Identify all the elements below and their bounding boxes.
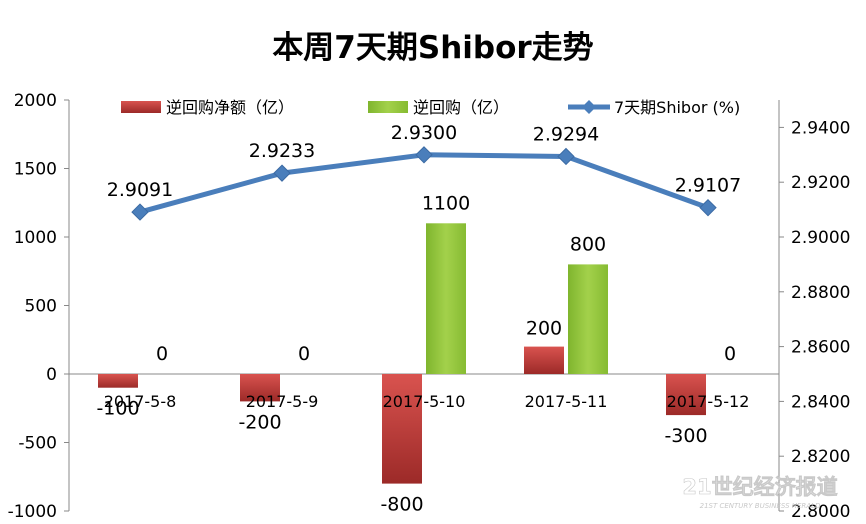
legend-label-net: 逆回购净额（亿） bbox=[166, 98, 294, 117]
net-data-label: 200 bbox=[526, 318, 562, 340]
category-label: 2017-5-8 bbox=[104, 392, 177, 411]
legend-marker-shibor bbox=[582, 100, 596, 114]
right-tick-label: 2.9200 bbox=[791, 173, 850, 193]
net-data-label: -100 bbox=[96, 398, 139, 420]
left-tick-label: 500 bbox=[25, 297, 57, 317]
net-repo-bar bbox=[240, 374, 280, 402]
category-label: 2017-5-9 bbox=[246, 392, 319, 411]
shibor-data-label: 2.9107 bbox=[675, 175, 741, 197]
right-tick-label: 2.9000 bbox=[791, 228, 850, 248]
net-data-label: -800 bbox=[380, 494, 423, 516]
net-repo-bar bbox=[666, 374, 706, 416]
legend: 逆回购净额（亿） 逆回购（亿） 7天期Shibor (%) bbox=[121, 98, 740, 117]
net-repo-bar bbox=[382, 374, 422, 484]
right-tick-label: 2.8600 bbox=[791, 338, 850, 358]
net-data-label: -200 bbox=[238, 411, 281, 433]
right-tick-label: 2.9400 bbox=[791, 118, 850, 138]
left-tick-label: 0 bbox=[46, 365, 57, 385]
right-tick-label: 2.8800 bbox=[791, 283, 850, 303]
right-tick-label: 2.8200 bbox=[791, 447, 850, 467]
right-tick-label: 2.8000 bbox=[791, 502, 850, 522]
shibor-marker bbox=[273, 164, 291, 182]
category-label: 2017-5-11 bbox=[525, 392, 608, 411]
repo-data-label: 800 bbox=[570, 233, 606, 255]
left-tick-label: -500 bbox=[18, 434, 57, 454]
legend-label-repo: 逆回购（亿） bbox=[413, 98, 509, 117]
shibor-marker bbox=[557, 147, 575, 166]
legend-swatch-repo bbox=[368, 101, 408, 113]
shibor-data-label: 2.9091 bbox=[107, 179, 173, 201]
watermark-main: 21世纪经济报道 bbox=[682, 475, 837, 499]
repo-data-label: 0 bbox=[298, 343, 310, 365]
shibor-marker bbox=[131, 203, 149, 221]
left-tick-label: 2000 bbox=[14, 91, 57, 111]
repo-data-label: 0 bbox=[156, 343, 168, 365]
right-tick-label: 2.8400 bbox=[791, 392, 850, 412]
left-tick-label: -1000 bbox=[8, 502, 57, 522]
watermark: 21世纪经济报道 21ST CENTURY BUSINESS HERALD bbox=[682, 475, 838, 510]
legend-swatch-net bbox=[121, 101, 161, 113]
left-tick-label: 1500 bbox=[14, 160, 57, 180]
repo-bar bbox=[568, 264, 608, 374]
left-tick-label: 1000 bbox=[14, 228, 57, 248]
shibor-marker bbox=[699, 198, 717, 217]
net-repo-bar bbox=[524, 346, 564, 374]
net-data-label: -300 bbox=[664, 425, 707, 447]
repo-data-label: 0 bbox=[724, 343, 736, 365]
shibor-marker bbox=[415, 146, 433, 164]
category-label: 2017-5-10 bbox=[383, 392, 466, 411]
legend-label-shibor: 7天期Shibor (%) bbox=[614, 98, 740, 117]
watermark-sub: 21ST CENTURY BUSINESS HERALD bbox=[700, 502, 821, 510]
category-label: 2017-5-12 bbox=[667, 392, 750, 411]
shibor-data-label: 2.9233 bbox=[249, 140, 315, 162]
repo-bar bbox=[426, 223, 466, 374]
net-repo-bar bbox=[98, 374, 138, 388]
chart-title: 本周7天期Shibor走势 bbox=[272, 30, 593, 66]
repo-data-label: 1100 bbox=[422, 192, 470, 214]
shibor-data-label: 2.9300 bbox=[391, 122, 457, 144]
shibor-data-label: 2.9294 bbox=[533, 123, 599, 145]
